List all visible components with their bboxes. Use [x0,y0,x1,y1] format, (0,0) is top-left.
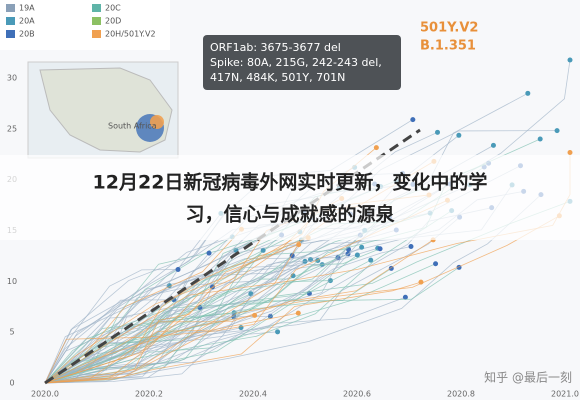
tip [435,129,441,135]
x-tick-label: 2020.4 [239,390,267,399]
x-tick-label: 2020.0 [31,390,59,399]
legend-swatch [92,4,101,12]
branch [44,299,174,384]
branch [44,230,365,384]
variant-name: 501Y.V2 [420,21,478,36]
y-tick-label: 5 [9,328,14,337]
x-tick-label: 2021.0 [551,390,579,399]
annotation-box [203,35,401,90]
legend-label: 20B [19,30,35,39]
tip [248,291,254,297]
legend-label: 19A [19,4,35,13]
tip [175,266,181,272]
legend-box [0,0,170,50]
branch [44,210,452,384]
y-tick-label: 10 [7,277,17,286]
tip [206,250,212,256]
branch [44,234,282,384]
legend-label: 20A [19,17,35,26]
title-line: 习，信心与成就感的源泉 [185,203,395,226]
map-inset: South Africa [27,61,179,159]
tip [373,145,379,151]
tip [368,257,374,263]
legend-label: 20H/501Y.V2 [105,30,156,39]
legend: 19A 20A 20B 20C 20D 20H/501Y.V2 [6,4,156,39]
branch [44,59,571,384]
branch [44,281,422,384]
annotation-line: Spike: 80A, 215G, 242-243 del, [210,56,382,69]
branch [44,327,242,384]
map-label: South Africa [108,122,157,131]
tip [410,117,416,123]
legend-swatch [92,30,101,38]
watermark: 知乎 @最后一刻 [484,371,572,385]
annotation-line: ORF1ab: 3675-3677 del [210,41,341,54]
tip [554,128,560,134]
x-tick-label: 2020.8 [447,390,475,399]
tip [359,244,365,250]
branch [44,199,448,384]
legend-label: 20D [105,17,121,26]
tree-lines [44,57,573,384]
branch [44,213,222,384]
branch [44,286,213,384]
map-marker [150,115,164,129]
branch [44,312,299,384]
branch [44,244,299,384]
tip [418,279,424,285]
annotation-line: 417N, 484K, 501Y, 701N [210,71,345,84]
title-line: 12月22日新冠病毒外网实时更新，变化中的学 [93,171,488,194]
legend-swatch [6,30,15,38]
tip [275,329,281,335]
tip [567,57,573,63]
y-tick-label: 0 [9,379,14,388]
tip [260,247,266,253]
branch [44,315,255,384]
branch [44,266,460,384]
legend-swatch [6,17,15,25]
y-tick-label: 30 [7,74,17,83]
branch [44,211,304,384]
title-band [0,155,580,240]
tip [537,136,543,142]
tip [238,325,244,331]
branch [44,307,201,384]
tip [402,294,408,300]
y-tick-label: 25 [7,124,17,133]
x-tick-label: 2020.6 [343,390,371,399]
variant-lineage: B.1.351 [420,39,476,54]
legend-swatch [92,17,101,25]
branch [44,269,179,384]
tip [433,261,439,267]
x-tick-label: 2020.2 [135,390,163,399]
tip [456,132,462,138]
tip [295,310,301,316]
tip [354,252,360,258]
tip [525,90,531,96]
tip [377,246,383,252]
tip [408,243,414,249]
tip [567,150,573,156]
x-axis: 2020.0 2020.2 2020.4 2020.6 2020.8 2021.0 [31,390,579,399]
legend-label: 20C [105,4,121,13]
legend-swatch [6,4,15,12]
annotation: ORF1ab: 3675-3677 del Spike: 80A, 215G, 2… [210,41,382,84]
tip [490,142,496,148]
